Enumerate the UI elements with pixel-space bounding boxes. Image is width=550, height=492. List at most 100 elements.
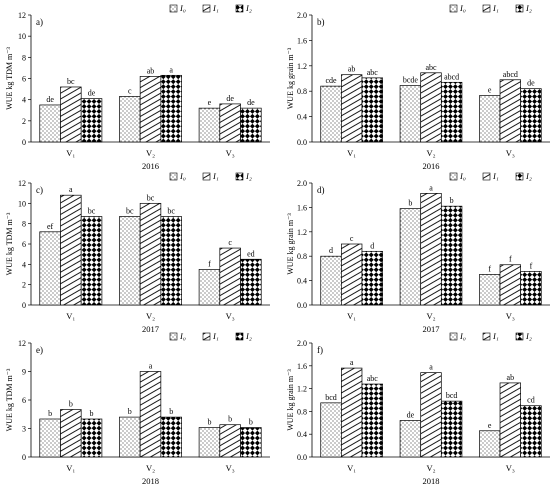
legend-label: I₀ bbox=[179, 3, 186, 13]
panel-1: 0 2 4 6 8 10 12 WUE kg TDM m⁻³ a) de bc de V₁ c ab a V₂ e… bbox=[5, 3, 270, 171]
significance-letter: abc bbox=[425, 63, 437, 72]
legend-label: I₀ bbox=[459, 331, 466, 341]
significance-letter: a bbox=[429, 363, 433, 372]
year-label: 2018 bbox=[423, 476, 440, 486]
bar bbox=[320, 85, 342, 143]
bar bbox=[320, 402, 342, 458]
x-tick-label: V₂ bbox=[426, 463, 435, 473]
legend: I₀ I₁ I₂ bbox=[169, 3, 252, 13]
bar bbox=[160, 416, 182, 458]
y-axis-label: WUE kg TDM m⁻³ bbox=[5, 212, 14, 275]
legend-label: I₂ bbox=[245, 3, 252, 13]
legend-swatch bbox=[449, 4, 458, 13]
y-tick-label: 8 bbox=[22, 53, 26, 62]
x-tick-label: V₂ bbox=[146, 463, 155, 473]
bar bbox=[361, 250, 383, 306]
panel-label: e) bbox=[36, 345, 43, 355]
legend: I₀ I₁ I₂ bbox=[169, 331, 252, 341]
significance-letter: abcd bbox=[444, 72, 459, 81]
year-label: 2016 bbox=[142, 161, 159, 171]
y-tick-label: 0.0 bbox=[297, 138, 307, 147]
bar bbox=[420, 72, 442, 143]
y-tick-label: 0.4 bbox=[297, 113, 307, 122]
significance-letter: a bbox=[69, 185, 73, 194]
legend-label: I₁ bbox=[212, 3, 219, 13]
bar bbox=[320, 255, 342, 306]
y-axis-label: WUE kg TDM m⁻³ bbox=[5, 368, 14, 431]
bar bbox=[440, 400, 463, 458]
bar bbox=[139, 371, 162, 458]
x-tick-label: V₃ bbox=[226, 311, 235, 321]
bar bbox=[80, 418, 103, 458]
y-tick-label: 0.8 bbox=[297, 87, 307, 96]
significance-letter: b bbox=[408, 199, 412, 208]
significance-letter: c bbox=[228, 238, 232, 247]
bar bbox=[440, 205, 463, 306]
legend-label: I₂ bbox=[245, 171, 252, 181]
bar bbox=[520, 405, 542, 458]
legend-label: I₁ bbox=[492, 3, 499, 13]
bar bbox=[60, 86, 82, 143]
significance-letter: bc bbox=[126, 207, 134, 216]
bar bbox=[198, 269, 221, 306]
legend-label: I₁ bbox=[212, 331, 219, 341]
legend: I₀ I₁ I₂ bbox=[449, 3, 532, 13]
panel-5: 0 3 6 9 12 WUE kg TDM m⁻³ e) b b b V₁ b a b V₂ b b b V₃ 201… bbox=[5, 331, 270, 486]
significance-letter: b bbox=[450, 196, 454, 205]
y-tick-label: 4 bbox=[22, 260, 26, 269]
y-tick-label: 6 bbox=[22, 240, 26, 249]
legend-label: I₀ bbox=[179, 171, 186, 181]
y-tick-label: 1.6 bbox=[297, 36, 307, 45]
bar bbox=[39, 418, 61, 458]
significance-letter: d bbox=[370, 241, 374, 250]
year-label: 2017 bbox=[142, 324, 159, 334]
significance-letter: a bbox=[149, 362, 153, 371]
significance-letter: cde bbox=[325, 76, 337, 85]
y-tick-label: 10 bbox=[18, 32, 26, 41]
bar bbox=[80, 216, 103, 306]
y-tick-label: 10 bbox=[18, 199, 26, 208]
legend-label: I₂ bbox=[245, 331, 252, 341]
legend-swatch bbox=[169, 332, 178, 341]
y-tick-label: 0 bbox=[22, 138, 26, 147]
bar bbox=[361, 383, 383, 458]
bar bbox=[160, 74, 182, 143]
x-tick-label: V₁ bbox=[347, 463, 356, 473]
legend-swatch bbox=[202, 332, 211, 341]
significance-letter: de bbox=[46, 95, 54, 104]
bar bbox=[499, 79, 521, 143]
significance-letter: e bbox=[488, 86, 492, 95]
y-tick-label: 2.0 bbox=[297, 339, 307, 348]
significance-letter: c bbox=[350, 234, 354, 243]
y-tick-label: 1.6 bbox=[297, 203, 307, 212]
bar bbox=[361, 77, 383, 143]
bar bbox=[499, 382, 521, 458]
panel-3: 0 2 4 6 8 10 12 WUE kg TDM m⁻³ c) ef a bc V₁ bc bc bc V₂… bbox=[5, 171, 270, 334]
x-tick-label: V₂ bbox=[426, 148, 435, 158]
y-tick-label: 2 bbox=[22, 281, 26, 290]
panel-label: b) bbox=[317, 17, 325, 27]
bar bbox=[60, 194, 82, 306]
panel-2: 0.0 0.4 0.8 1.2 1.6 2.0 WUE kg grain m⁻³ b) cde a… bbox=[286, 3, 550, 171]
bar bbox=[420, 193, 442, 306]
bar bbox=[240, 258, 262, 306]
legend-swatch bbox=[515, 4, 524, 13]
bar bbox=[139, 76, 162, 143]
bar bbox=[39, 104, 61, 143]
significance-letter: bcd bbox=[325, 393, 337, 402]
legend-swatch bbox=[235, 332, 244, 341]
legend-swatch bbox=[482, 172, 491, 181]
y-axis-label: WUE kg grain m⁻³ bbox=[286, 47, 295, 109]
legend-label: I₂ bbox=[525, 331, 532, 341]
x-tick-label: V₃ bbox=[506, 463, 515, 473]
y-tick-label: 0.0 bbox=[297, 301, 307, 310]
y-axis-label: WUE kg grain m⁻³ bbox=[286, 369, 295, 431]
panel-label: f) bbox=[317, 345, 323, 355]
y-tick-label: 2.0 bbox=[297, 179, 307, 188]
bar bbox=[198, 427, 221, 458]
significance-letter: de bbox=[226, 94, 234, 103]
legend-label: I₁ bbox=[492, 331, 499, 341]
bar bbox=[39, 231, 61, 306]
y-tick-label: 1.6 bbox=[297, 362, 307, 371]
